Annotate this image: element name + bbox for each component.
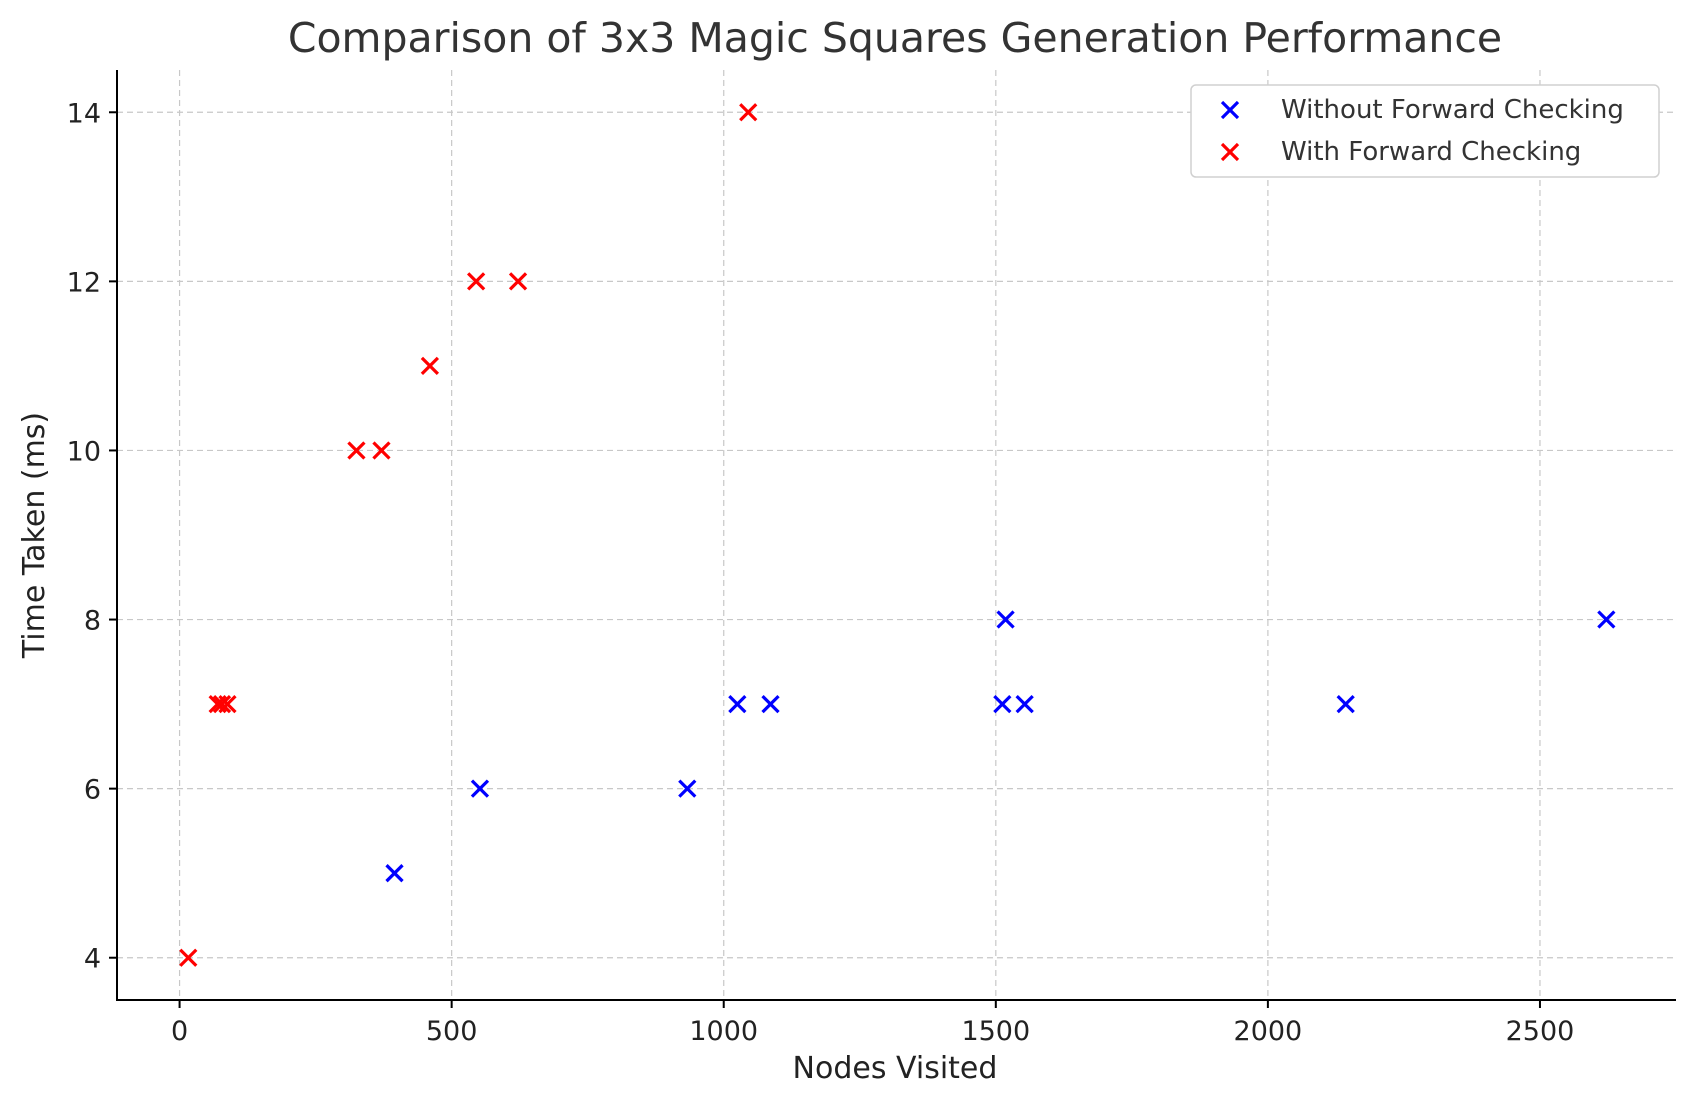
series-1: [179, 103, 758, 967]
y-axis-label: Time Taken (ms): [17, 412, 52, 659]
data-point: [467, 272, 486, 291]
x-tick-label: 1500: [961, 1016, 1030, 1047]
y-axis-ticks: 4 6 8 10 12 14: [67, 98, 117, 975]
data-point: [385, 864, 404, 883]
data-point: [372, 441, 391, 460]
legend-label-with-forward-checking: With Forward Checking: [1281, 137, 1581, 167]
data-points: [179, 103, 1616, 967]
x-tick-label: 2000: [1234, 1016, 1303, 1047]
data-point: [728, 694, 747, 714]
data-point: [761, 694, 780, 714]
x-axis-label: Nodes Visited: [793, 1051, 998, 1086]
y-tick-label: 4: [84, 944, 101, 975]
series-0: [385, 610, 1616, 883]
x-tick-label: 500: [426, 1016, 478, 1047]
legend-x-marker: [1220, 100, 1240, 120]
x-tick-label: 1000: [689, 1016, 758, 1047]
grid: [117, 70, 1676, 1000]
x-axis-ticks: 0 500 1000 1500 2000 2500: [171, 1000, 1574, 1047]
legend-marker-with-forward-checking: [1220, 142, 1240, 162]
legend-label-without-forward-checking: Without Forward Checking: [1281, 95, 1624, 125]
plot-frame: [116, 70, 1676, 1001]
legend-x-marker: [1220, 142, 1240, 162]
axes: [116, 70, 1676, 1001]
legend: Without Forward Checking With Forward Ch…: [1190, 84, 1660, 178]
y-tick-label: 14: [67, 98, 101, 129]
y-tick-label: 8: [84, 606, 101, 637]
data-point: [678, 779, 697, 798]
data-point: [347, 441, 366, 460]
x-tick-label: 0: [171, 1016, 188, 1047]
data-point: [996, 610, 1015, 629]
y-tick-label: 12: [67, 267, 101, 298]
data-point: [470, 779, 490, 798]
legend-marker-without-forward-checking: [1220, 100, 1240, 120]
legend-box: [1190, 84, 1660, 178]
data-point: [218, 694, 237, 714]
y-tick-label: 10: [67, 436, 101, 467]
data-point: [179, 948, 198, 967]
data-point: [739, 103, 758, 122]
chart-title: Comparison of 3x3 Magic Squares Generati…: [288, 14, 1502, 62]
data-point: [1336, 694, 1355, 714]
data-point: [993, 694, 1012, 714]
data-point: [1015, 694, 1034, 714]
data-point: [508, 272, 528, 291]
data-point: [212, 694, 232, 714]
y-tick-label: 6: [84, 775, 101, 806]
data-point: [420, 356, 440, 376]
data-point: [1597, 610, 1616, 629]
x-tick-label: 2500: [1506, 1016, 1575, 1047]
